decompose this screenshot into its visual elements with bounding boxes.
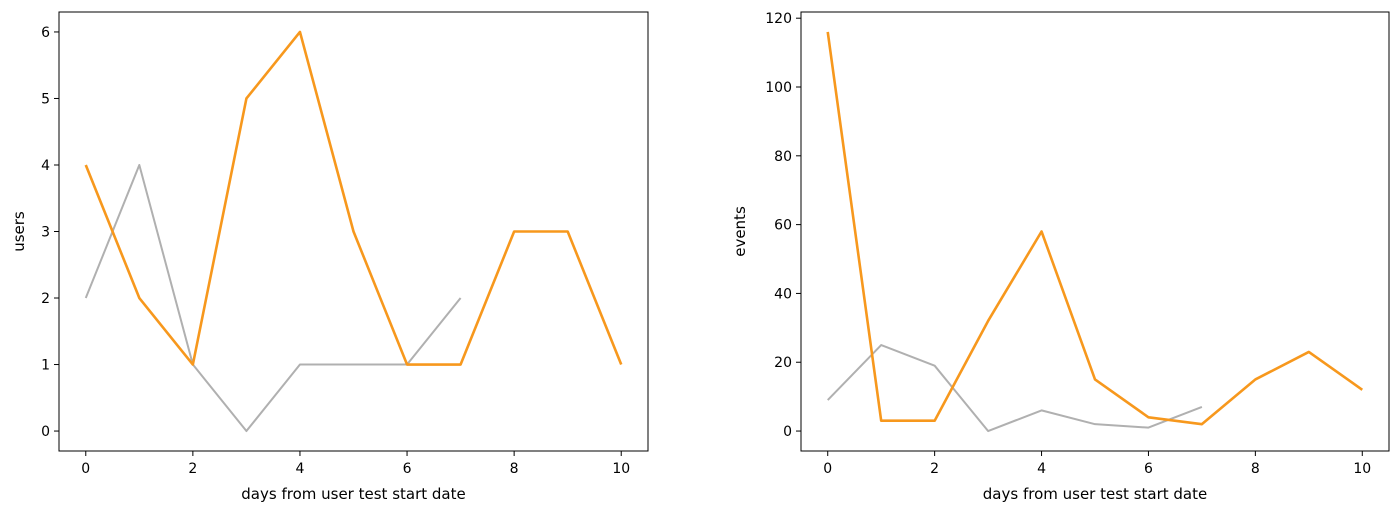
x-tick-label: 4 [295, 461, 304, 477]
y-tick-label: 100 [765, 80, 792, 96]
y-tick-label: 20 [774, 355, 792, 371]
x-tick-label: 8 [510, 461, 519, 477]
x-tick-label: 8 [1251, 461, 1260, 477]
y-tick-label: 0 [41, 424, 50, 440]
x-tick-label: 6 [403, 461, 412, 477]
y-tick-label: 5 [41, 91, 50, 107]
x-tick-label: 0 [81, 461, 90, 477]
series-line-1 [827, 344, 1203, 433]
x-axis-label: days from user test start date [241, 485, 465, 503]
y-tick-label: 1 [41, 358, 50, 374]
plot-frame [800, 11, 1390, 452]
x-tick-label: 4 [1037, 461, 1046, 477]
y-tick-label: 4 [41, 158, 50, 174]
x-tick-label: 10 [1353, 461, 1371, 477]
y-tick-label: 6 [41, 25, 50, 41]
x-tick-label: 2 [930, 461, 939, 477]
y-axis-label: users [10, 211, 28, 252]
y-axis-label: events [731, 206, 749, 257]
series-line-2 [84, 30, 623, 366]
y-tick-label: 3 [41, 225, 50, 241]
x-tick-label: 2 [188, 461, 197, 477]
x-tick-label: 10 [612, 461, 630, 477]
y-tick-label: 80 [774, 149, 792, 165]
x-axis-label: days from user test start date [983, 485, 1207, 503]
y-tick-label: 2 [41, 291, 50, 307]
series-line-1 [84, 163, 462, 433]
y-tick-label: 0 [783, 424, 792, 440]
y-tick-label: 60 [774, 218, 792, 234]
y-tick-label: 120 [765, 11, 792, 27]
chart-panel-1: 0 2 4 6 8 10 0 1 2 3 4 5 6 days from user test start … [10, 11, 649, 503]
series-line-2 [826, 31, 1364, 426]
x-tick-label: 0 [823, 461, 832, 477]
x-tick-label: 6 [1144, 461, 1153, 477]
y-tick-label: 40 [774, 286, 792, 302]
